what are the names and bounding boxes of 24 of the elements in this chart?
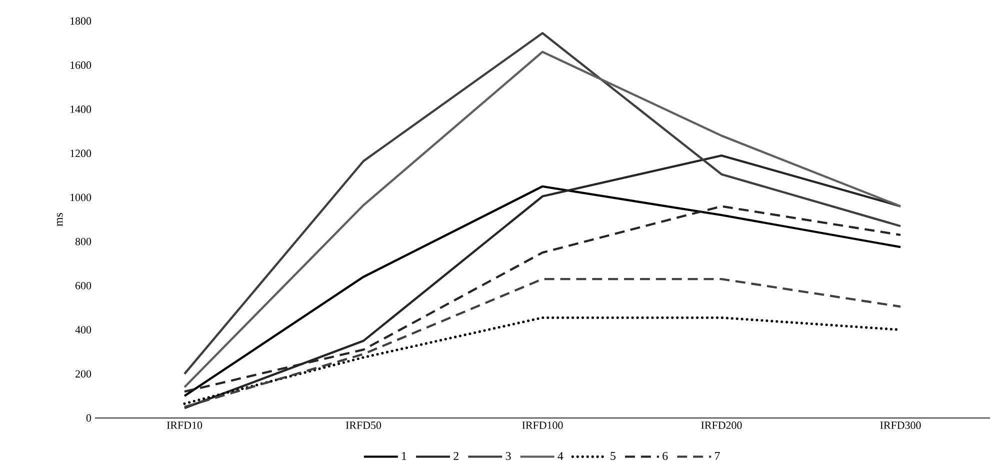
y-tick-label: 800 <box>75 238 92 246</box>
x-tick-label: IRFD300 <box>880 422 921 429</box>
y-tick-label: 1200 <box>70 150 92 158</box>
x-tick-label: IRFD10 <box>166 422 202 429</box>
legend-label: 4 <box>558 452 564 460</box>
y-tick-label: 1000 <box>70 194 92 202</box>
legend-label: 5 <box>610 452 616 460</box>
y-axis-title: ms <box>56 212 63 226</box>
x-tick-label: IRFD50 <box>346 422 382 429</box>
x-tick-label: IRFD100 <box>522 422 563 429</box>
legend-label: 6 <box>662 452 668 460</box>
legend-label: 3 <box>506 452 511 460</box>
y-tick-label: 200 <box>76 370 92 378</box>
legend-label: 7 <box>715 452 720 460</box>
line-series <box>183 278 902 408</box>
legend-label: 1 <box>402 452 406 460</box>
y-tick-label: 1600 <box>70 61 92 69</box>
y-tick-label: 400 <box>75 326 92 334</box>
y-tick-label: 0 <box>86 414 92 422</box>
y-tick-label: 1400 <box>70 106 92 113</box>
x-tick-label: IRFD200 <box>701 422 742 429</box>
y-tick-label: 1800 <box>70 17 92 25</box>
y-tick-label: 600 <box>76 282 92 290</box>
legend-label: 2 <box>454 452 458 460</box>
